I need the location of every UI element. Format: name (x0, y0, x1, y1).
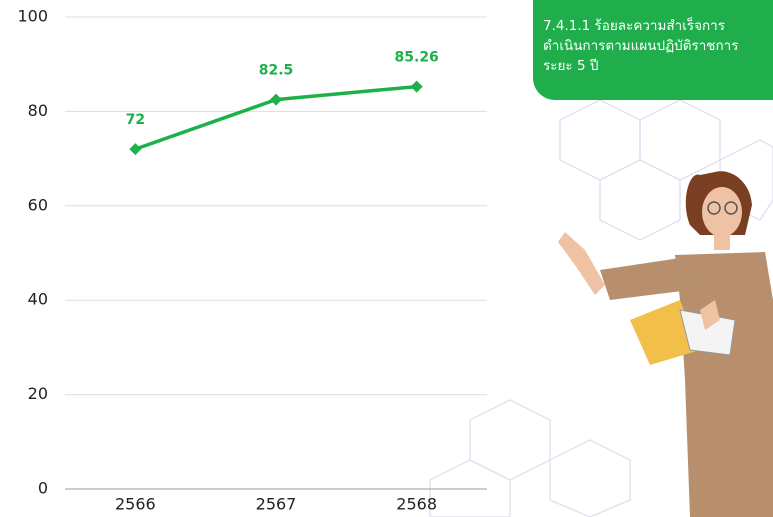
y-tick-label: 100 (17, 7, 48, 26)
x-tick-label: 2568 (396, 495, 437, 514)
y-tick-label: 40 (28, 290, 48, 309)
y-tick-label: 20 (28, 384, 48, 403)
y-tick-label: 60 (28, 195, 48, 214)
data-point (270, 93, 282, 106)
data-label: 85.26 (395, 50, 439, 66)
chart-title: 7.4.1.1 ร้อยละความสำเร็จการ ดำเนินการตาม… (533, 0, 773, 100)
data-label: 72 (126, 112, 145, 128)
data-label: 82.5 (259, 63, 294, 79)
background-pattern (429, 99, 773, 517)
y-tick-label: 0 (38, 479, 48, 498)
data-point (129, 143, 142, 156)
x-tick-label: 2567 (256, 495, 297, 514)
illustration (558, 171, 773, 517)
data-point (410, 80, 423, 93)
x-tick-label: 2566 (115, 495, 156, 514)
y-tick-label: 80 (28, 101, 48, 120)
